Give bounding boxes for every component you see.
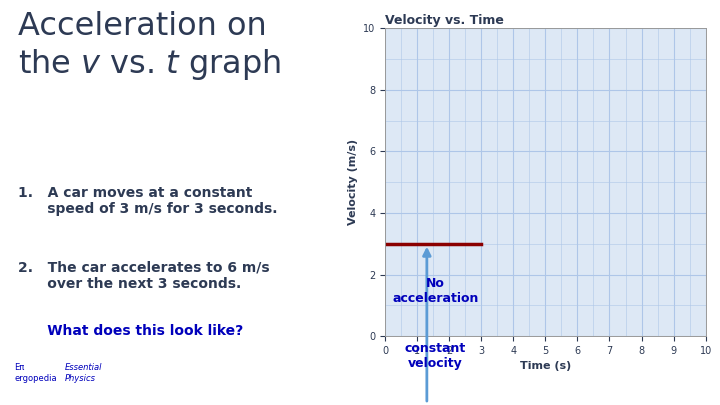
Text: Velocity vs. Time: Velocity vs. Time <box>385 14 504 27</box>
Text: Essential
Physics: Essential Physics <box>65 363 102 383</box>
X-axis label: Time (s): Time (s) <box>520 361 571 371</box>
Text: What does this look like?: What does this look like? <box>18 324 243 338</box>
Text: 1.   A car moves at a constant
      speed of 3 m/s for 3 seconds.: 1. A car moves at a constant speed of 3 … <box>18 186 277 217</box>
Text: Acceleration on
the $v$ vs. $t$ graph: Acceleration on the $v$ vs. $t$ graph <box>18 11 282 82</box>
Text: constant
velocity: constant velocity <box>405 342 467 370</box>
Text: Eπ
ergopedia: Eπ ergopedia <box>14 363 57 383</box>
Y-axis label: Velocity (m/s): Velocity (m/s) <box>348 139 358 225</box>
Text: No
acceleration: No acceleration <box>392 277 479 305</box>
Text: 2.   The car accelerates to 6 m/s
      over the next 3 seconds.: 2. The car accelerates to 6 m/s over the… <box>18 261 269 291</box>
